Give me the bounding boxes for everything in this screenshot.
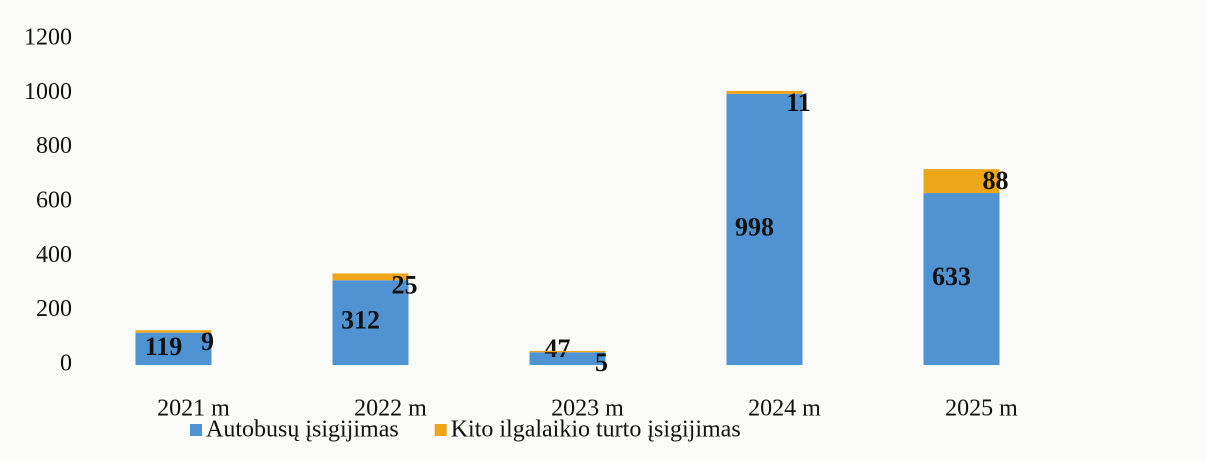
data-label: 9 bbox=[201, 327, 214, 356]
bar-segment bbox=[332, 280, 409, 365]
bar-segment bbox=[135, 332, 212, 365]
bar-segment bbox=[923, 169, 1000, 194]
x-tick-label: 2021 m bbox=[157, 396, 230, 422]
y-tick-label: 200 bbox=[36, 296, 72, 322]
data-label: 312 bbox=[341, 306, 380, 335]
bar-segment bbox=[135, 330, 212, 333]
data-label: 998 bbox=[735, 212, 774, 241]
y-tick-label: 600 bbox=[36, 188, 72, 214]
bar-segment bbox=[726, 93, 803, 366]
data-label: 25 bbox=[392, 270, 418, 299]
data-label: 5 bbox=[595, 348, 608, 377]
y-tick-label: 1200 bbox=[24, 25, 72, 51]
data-label: 47 bbox=[545, 334, 571, 363]
x-tick-label: 2024 m bbox=[748, 396, 821, 422]
x-tick-label: 2025 m bbox=[945, 396, 1018, 422]
x-tick-label: 2022 m bbox=[354, 396, 427, 422]
y-tick-label: 0 bbox=[60, 351, 72, 377]
legend-swatch bbox=[190, 424, 202, 436]
data-label: 11 bbox=[786, 88, 811, 117]
bar-segment bbox=[726, 90, 803, 94]
data-label: 633 bbox=[932, 262, 971, 291]
legend-label: Autobusų įsigijimas bbox=[206, 417, 399, 443]
y-tick-label: 1000 bbox=[24, 79, 72, 105]
data-label: 119 bbox=[145, 332, 183, 361]
y-tick-label: 800 bbox=[36, 133, 72, 159]
bar-segment bbox=[529, 352, 606, 365]
data-label: 88 bbox=[983, 166, 1009, 195]
legend-label: Kito ilgalaikio turto įsigijimas bbox=[451, 417, 741, 443]
y-tick-label: 400 bbox=[36, 242, 72, 268]
bar-segment bbox=[332, 273, 409, 281]
x-tick-label: 2023 m bbox=[551, 396, 624, 422]
bar-segment bbox=[923, 193, 1000, 365]
bar-segment bbox=[529, 350, 606, 353]
legend-swatch bbox=[434, 424, 447, 436]
